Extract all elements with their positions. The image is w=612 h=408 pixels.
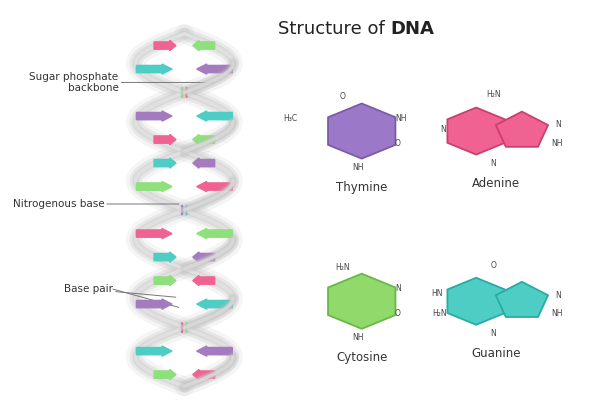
Text: O: O — [490, 261, 496, 270]
Text: H₂N: H₂N — [486, 91, 501, 100]
FancyArrow shape — [154, 370, 176, 380]
FancyArrow shape — [136, 346, 172, 356]
FancyArrow shape — [196, 111, 233, 121]
FancyArrow shape — [196, 182, 233, 192]
FancyArrow shape — [196, 299, 233, 309]
Text: Thymine: Thymine — [336, 181, 387, 194]
Text: Cytosine: Cytosine — [336, 351, 387, 364]
FancyArrow shape — [193, 275, 215, 286]
Text: H₂N: H₂N — [335, 263, 349, 272]
FancyArrow shape — [136, 228, 172, 239]
Text: NH: NH — [352, 333, 364, 342]
FancyArrow shape — [193, 40, 215, 51]
FancyArrow shape — [154, 275, 176, 286]
Text: Guanine: Guanine — [471, 347, 521, 360]
Text: N: N — [555, 290, 561, 299]
FancyArrow shape — [193, 135, 215, 145]
FancyArrow shape — [193, 370, 215, 380]
FancyArrow shape — [193, 252, 215, 262]
Text: H₂N: H₂N — [432, 309, 447, 318]
Text: Base pair: Base pair — [64, 284, 176, 297]
Text: Adenine: Adenine — [472, 177, 520, 190]
Text: H₃C: H₃C — [283, 114, 297, 123]
FancyArrow shape — [154, 40, 176, 51]
FancyArrow shape — [196, 228, 233, 239]
Text: NH: NH — [352, 163, 364, 172]
Polygon shape — [447, 108, 505, 155]
Polygon shape — [447, 278, 505, 325]
Text: N: N — [490, 159, 496, 168]
FancyArrow shape — [196, 346, 233, 356]
Polygon shape — [328, 274, 395, 329]
Text: O: O — [395, 309, 401, 318]
FancyArrow shape — [136, 64, 172, 74]
Text: N: N — [555, 120, 561, 129]
Text: N: N — [440, 124, 446, 133]
Polygon shape — [328, 104, 395, 159]
FancyArrow shape — [136, 182, 172, 192]
Text: O: O — [339, 93, 345, 102]
Text: NH: NH — [551, 139, 562, 148]
Polygon shape — [496, 112, 548, 147]
Text: Structure of: Structure of — [278, 20, 390, 38]
Text: HN: HN — [431, 288, 443, 298]
FancyArrow shape — [154, 158, 176, 168]
Text: N: N — [490, 329, 496, 338]
Text: Nitrogenous base: Nitrogenous base — [13, 199, 179, 209]
Text: NH: NH — [551, 309, 562, 318]
FancyArrow shape — [196, 64, 233, 74]
Polygon shape — [496, 282, 548, 317]
FancyArrow shape — [136, 111, 172, 121]
Text: DNA: DNA — [390, 20, 434, 38]
Text: Sugar phosphate
backbone: Sugar phosphate backbone — [29, 72, 214, 93]
FancyArrow shape — [136, 299, 172, 309]
FancyArrow shape — [154, 252, 176, 262]
Text: N: N — [395, 284, 400, 293]
Text: NH: NH — [395, 114, 406, 123]
FancyArrow shape — [193, 158, 215, 168]
FancyArrow shape — [154, 135, 176, 145]
Text: O: O — [395, 139, 401, 148]
